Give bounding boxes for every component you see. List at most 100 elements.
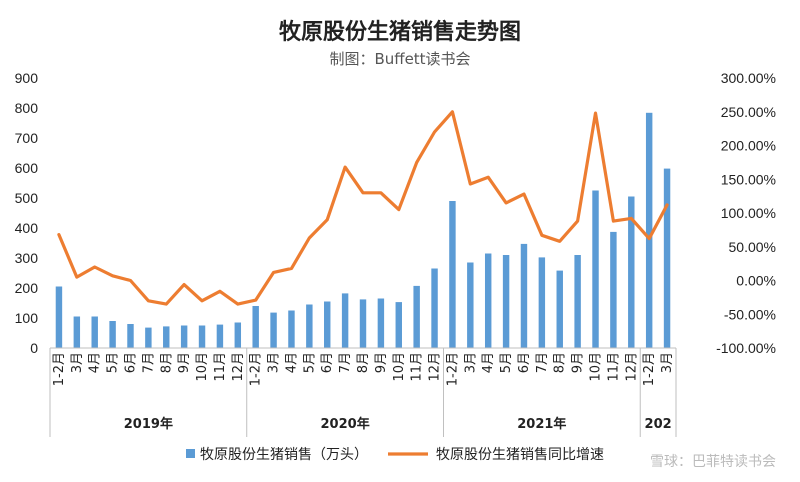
- x-tick-label: 5月: [302, 352, 317, 373]
- bar: [91, 316, 98, 348]
- x-tick-label: 11月: [410, 352, 425, 382]
- y-right-tick-label: -100.00%: [716, 340, 776, 356]
- bar: [252, 306, 259, 348]
- bar: [484, 253, 492, 348]
- y-right-tick-label: -50.00%: [724, 306, 776, 322]
- x-tick-label: 6月: [320, 352, 335, 373]
- x-tick-label: 1-2月: [642, 352, 657, 386]
- x-tick-label: 4月: [284, 352, 299, 373]
- year-label: 2021年: [517, 416, 566, 432]
- y-left-tick-label: 400: [15, 220, 39, 236]
- x-tick-label: 10月: [195, 352, 210, 382]
- chart-title: 牧原股份生猪销售走势图: [278, 20, 521, 45]
- x-tick-label: 10月: [589, 352, 604, 382]
- bar: [574, 255, 581, 348]
- y-right-tick-label: 150.00%: [721, 171, 776, 187]
- y-left-tick-label: 600: [15, 160, 39, 176]
- y-right-tick-label: 100.00%: [721, 205, 776, 221]
- bar: [592, 190, 599, 348]
- x-tick-label: 11月: [606, 352, 621, 382]
- year-label: 202: [645, 417, 672, 432]
- legend-bar-swatch: [186, 449, 195, 458]
- x-tick-label: 3月: [267, 352, 282, 373]
- bar: [270, 312, 277, 348]
- x-tick-label: 7月: [535, 352, 550, 373]
- x-tick-label: 4月: [481, 352, 496, 373]
- bar: [610, 231, 617, 348]
- bar: [663, 168, 671, 348]
- legend-line-label: 牧原股份生猪销售同比增速: [436, 447, 604, 463]
- x-tick-label: 4月: [88, 352, 103, 373]
- y-right-tick-label: 50.00%: [729, 239, 776, 255]
- chart-subtitle: 制图：Buffett读书会: [329, 50, 471, 68]
- x-tick-label: 7月: [338, 352, 353, 373]
- y-left-tick-label: 100: [15, 310, 39, 326]
- bar: [163, 326, 170, 348]
- y-left-tick-label: 700: [15, 130, 39, 146]
- bar: [520, 243, 528, 348]
- y-left-tick-label: 0: [30, 340, 38, 356]
- growth-rate-line: [57, 110, 669, 306]
- x-tick-label: 12月: [428, 352, 443, 382]
- watermark-text: 雪球：巴菲特读书会: [650, 453, 776, 470]
- bar: [216, 324, 224, 348]
- bar: [556, 270, 563, 348]
- x-tick-label: 10月: [392, 352, 407, 382]
- bar: [109, 321, 116, 348]
- x-tick-label: 8月: [553, 352, 568, 373]
- x-tick-label: 8月: [356, 352, 371, 373]
- y-left-tick-label: 800: [15, 100, 39, 116]
- bar: [288, 310, 295, 348]
- x-tick-label: 7月: [141, 352, 156, 373]
- y-right-tick-label: 200.00%: [721, 138, 776, 154]
- x-tick-label: 9月: [571, 352, 586, 373]
- y-right-tick-label: 0.00%: [736, 273, 776, 289]
- y-right-tick-label: 300.00%: [721, 70, 776, 86]
- y-left-tick-label: 300: [15, 250, 39, 266]
- bar: [538, 257, 546, 348]
- y-left-tick-label: 500: [15, 190, 39, 206]
- year-label: 2020年: [321, 416, 370, 432]
- bar: [55, 286, 63, 348]
- bar: [628, 196, 635, 348]
- y-left-tick-label: 200: [15, 280, 39, 296]
- bar: [324, 301, 331, 348]
- x-tick-label: 5月: [106, 352, 121, 373]
- x-tick-label: 3月: [463, 352, 478, 373]
- bar: [306, 304, 313, 348]
- bar: [413, 285, 420, 348]
- x-tick-label: 1-2月: [445, 352, 460, 386]
- bar: [395, 302, 402, 348]
- x-tick-label: 5月: [499, 352, 514, 373]
- x-tick-label: 12月: [231, 352, 246, 382]
- y-left-tick-label: 900: [15, 70, 39, 86]
- bar: [645, 112, 653, 348]
- year-label: 2019年: [124, 416, 173, 432]
- bar: [449, 201, 456, 348]
- x-tick-label: 1-2月: [52, 352, 67, 386]
- x-tick-label: 6月: [517, 352, 532, 373]
- bar: [502, 255, 510, 348]
- y-right-tick-label: 250.00%: [721, 104, 776, 120]
- x-tick-label: 11月: [213, 352, 228, 382]
- bar: [377, 298, 385, 348]
- x-tick-label: 3月: [660, 352, 675, 373]
- x-tick-label: 1-2月: [249, 352, 264, 386]
- bar: [180, 325, 188, 348]
- bar: [127, 324, 134, 348]
- legend-bar-label: 牧原股份生猪销售（万头）: [200, 447, 368, 463]
- bar: [341, 293, 349, 348]
- bar: [73, 316, 81, 348]
- x-tick-label: 9月: [177, 352, 192, 373]
- x-tick-label: 8月: [159, 352, 174, 373]
- x-tick-label: 6月: [123, 352, 138, 373]
- bar: [145, 327, 152, 348]
- bar: [431, 268, 438, 348]
- x-tick-label: 3月: [70, 352, 85, 373]
- x-tick-label: 9月: [374, 352, 389, 373]
- x-tick-label: 12月: [624, 352, 639, 382]
- bar: [234, 322, 242, 348]
- bar: [467, 262, 474, 348]
